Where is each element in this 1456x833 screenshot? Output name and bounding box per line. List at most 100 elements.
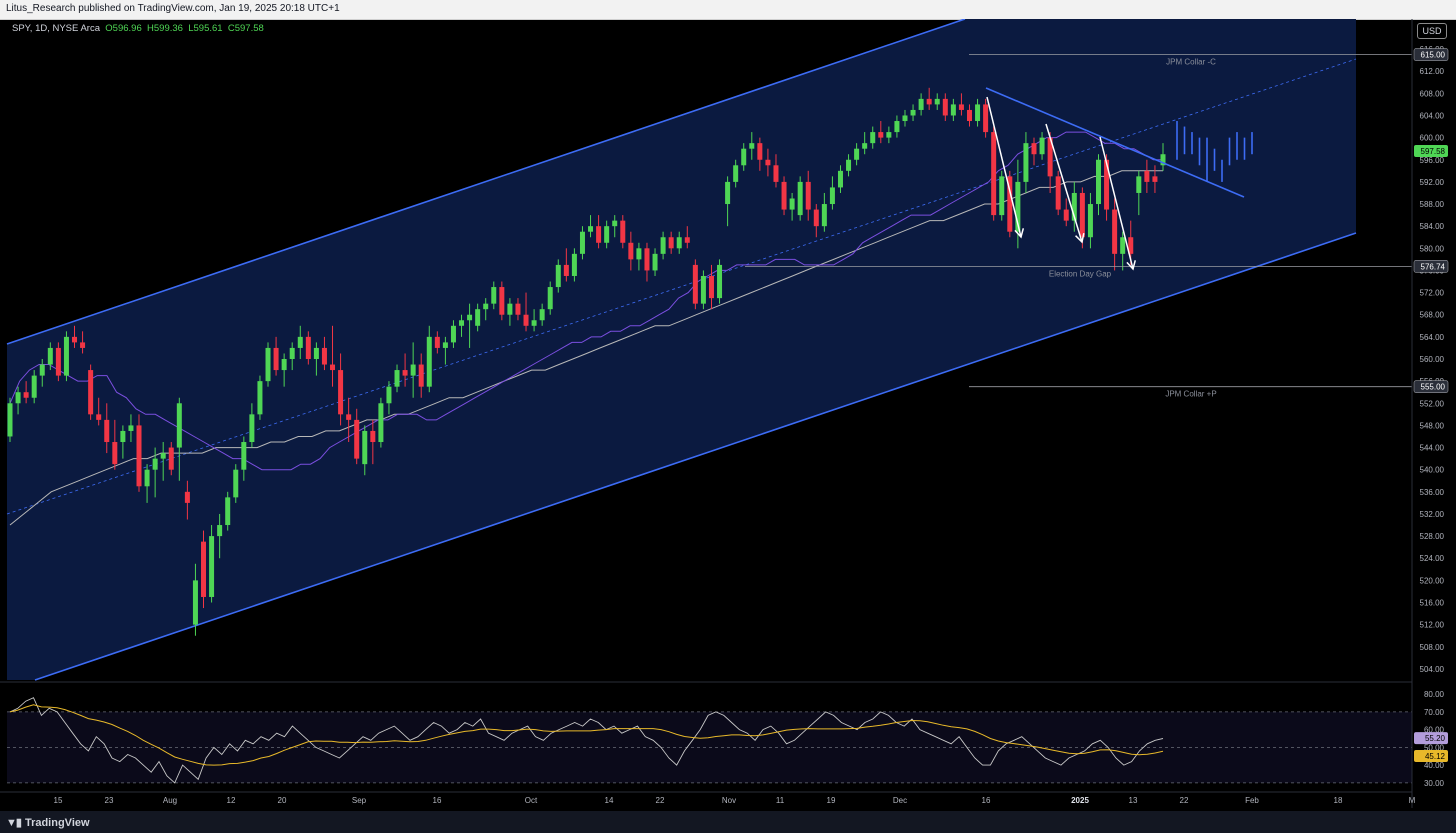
- candle: [612, 215, 618, 238]
- candle: [1023, 132, 1029, 193]
- rsi-tick-label: 40.00: [1424, 761, 1445, 770]
- time-tick-label: Aug: [163, 796, 177, 805]
- candle-body: [676, 237, 682, 249]
- ma-fast-line: [9, 131, 1163, 471]
- candle-body: [934, 98, 940, 105]
- candle: [563, 248, 569, 282]
- candle-body: [1136, 176, 1142, 193]
- candle-body: [1095, 159, 1101, 205]
- candle-body: [1144, 170, 1150, 182]
- down-arrow: [1045, 123, 1085, 244]
- candle: [1160, 143, 1166, 171]
- level-price-badge: [1413, 260, 1449, 273]
- candle-body: [418, 364, 424, 387]
- candle-body: [402, 370, 408, 376]
- candle: [1055, 170, 1061, 216]
- time-tick-label: 18: [1334, 796, 1343, 805]
- candle-body: [926, 98, 932, 105]
- candle-body: [684, 237, 690, 243]
- candle-body: [612, 220, 618, 227]
- candle: [450, 320, 456, 348]
- high-value: H599.36: [147, 23, 183, 34]
- candle-body: [467, 314, 473, 321]
- candle-body: [515, 303, 521, 315]
- candle-body: [813, 209, 819, 227]
- candle: [821, 192, 827, 232]
- candle: [192, 563, 198, 636]
- candle: [475, 303, 481, 332]
- candle: [241, 436, 247, 481]
- candle: [410, 342, 416, 398]
- candle-body: [249, 414, 255, 443]
- tradingview-logo[interactable]: ▼▮ TradingView: [6, 816, 90, 829]
- candle-body: [39, 364, 45, 376]
- candle-body: [1120, 237, 1126, 254]
- candle-body: [63, 336, 69, 376]
- level-label: JPM Collar +P: [1165, 390, 1216, 399]
- candle-body: [555, 264, 561, 288]
- candle: [321, 336, 327, 371]
- candle: [225, 491, 231, 531]
- candle-body: [644, 248, 650, 271]
- candle-body: [1112, 209, 1118, 254]
- price-tick-label: 512.00: [1420, 621, 1445, 630]
- time-tick-label: 12: [227, 796, 236, 805]
- candle-body: [749, 143, 755, 149]
- candle: [846, 154, 852, 177]
- candle-body: [999, 176, 1005, 216]
- price-tick-label: 552.00: [1420, 399, 1445, 408]
- candle: [636, 242, 642, 271]
- price-tick-label: 508.00: [1420, 643, 1445, 652]
- candle-body: [1128, 237, 1134, 254]
- candle-body: [725, 181, 731, 205]
- price-tick-label: 524.00: [1420, 554, 1445, 563]
- candle: [386, 381, 392, 415]
- candle-body: [168, 447, 174, 470]
- candle: [910, 104, 916, 122]
- candle: [273, 336, 279, 376]
- candle-body: [410, 364, 416, 376]
- candle-body: [579, 231, 585, 254]
- candle: [442, 336, 448, 365]
- candle-body: [136, 425, 142, 487]
- candle-body: [338, 370, 344, 415]
- descending-trendline: [985, 87, 1245, 198]
- candle-body: [1104, 159, 1110, 210]
- candle-body: [1152, 176, 1158, 182]
- candle: [958, 93, 964, 116]
- candle: [579, 226, 585, 260]
- candle: [757, 137, 763, 171]
- candle-body: [741, 148, 747, 166]
- time-tick-label: 19: [827, 796, 836, 805]
- candle-body: [7, 403, 13, 437]
- candle: [644, 242, 650, 282]
- candle: [684, 226, 690, 249]
- time-tick-label: 14: [605, 796, 614, 805]
- candle: [144, 464, 150, 503]
- price-tick-label: 572.00: [1420, 289, 1445, 298]
- candle-body: [31, 375, 37, 398]
- candle: [926, 87, 932, 110]
- candle-body: [604, 226, 610, 243]
- price-chart[interactable]: JPM Collar -C Election Day Gap JPM Collar …: [0, 19, 1456, 811]
- candle: [942, 93, 948, 122]
- currency-button[interactable]: USD: [1417, 23, 1447, 39]
- down-arrow: [1099, 136, 1136, 271]
- price-tick-label: 564.00: [1420, 333, 1445, 342]
- candle: [1136, 170, 1142, 216]
- candle-body: [700, 275, 706, 304]
- candle-body: [862, 143, 868, 149]
- candle-body: [321, 347, 327, 365]
- candle: [983, 98, 989, 138]
- candle-body: [313, 347, 319, 359]
- candle: [596, 215, 602, 249]
- candle: [765, 148, 771, 177]
- candle-body: [289, 347, 295, 359]
- symbol-name: SPY, 1D, NYSE Arca: [12, 23, 101, 34]
- candle-body: [1007, 176, 1013, 232]
- candle: [902, 109, 908, 127]
- price-tick-label: 592.00: [1420, 178, 1445, 187]
- candle: [862, 132, 868, 155]
- candle: [289, 342, 295, 371]
- candle: [354, 408, 360, 465]
